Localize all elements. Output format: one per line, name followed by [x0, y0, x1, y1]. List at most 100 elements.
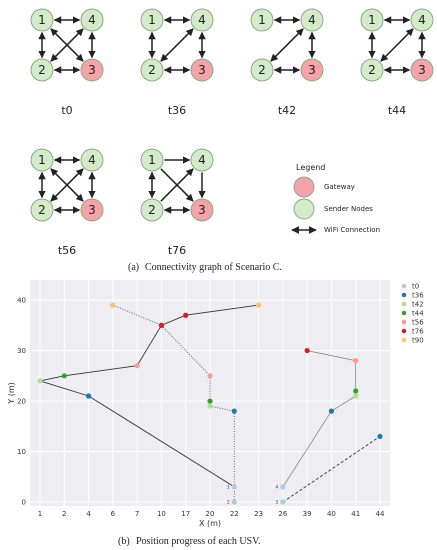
- usv-3-point: [280, 499, 286, 505]
- y-tick-label: 30: [17, 347, 26, 355]
- legend-label-t56: t56: [412, 319, 424, 327]
- usv-1-point: [61, 373, 67, 379]
- node-label: 2: [38, 63, 46, 77]
- sender-node: [30, 58, 54, 82]
- sender-node: [80, 148, 104, 172]
- y-tick-label: 40: [17, 297, 26, 305]
- caption-a-text: Connectivity graph of Scenario C.: [145, 262, 282, 273]
- y-tick-labels: 0 10 20 30 40: [17, 297, 26, 507]
- usv-start-label: 1: [227, 484, 230, 490]
- snapshot-label: t76: [168, 244, 186, 257]
- x-axis-label: X (m): [199, 519, 221, 528]
- wifi-connection-4-2: [160, 28, 194, 62]
- sender-node: [250, 58, 274, 82]
- y-axis-label: Y (m): [7, 382, 16, 404]
- usv-2-point: [207, 403, 213, 409]
- x-tick-label: 20: [206, 510, 215, 518]
- node-label: 3: [88, 203, 96, 217]
- legend-gateway-swatch: [293, 176, 315, 198]
- legend-marker-t36: [401, 292, 407, 298]
- legend-gateway-label: Gateway: [324, 183, 355, 191]
- y-tick-label: 20: [17, 398, 26, 406]
- node-label: 3: [308, 63, 316, 77]
- usv-start-label: 2: [227, 500, 230, 506]
- sender-node: [410, 8, 434, 32]
- node-label: 2: [368, 63, 376, 77]
- legend-label-t76: t76: [412, 328, 424, 336]
- x-tick-label: 22: [230, 510, 239, 518]
- sender-node: [80, 8, 104, 32]
- x-tick-label: 26: [278, 510, 287, 518]
- wifi-connection-4-2: [50, 28, 84, 62]
- graph-snapshot-t56: 1 4 2 3 t56: [30, 148, 104, 257]
- gateway-node: [410, 58, 434, 82]
- usv-labels: 1 2 3 4: [227, 484, 279, 505]
- caption-b-prefix: (b): [118, 536, 130, 547]
- usv-1-point: [231, 484, 237, 490]
- sender-node: [30, 198, 54, 222]
- node-label: 4: [88, 153, 96, 167]
- usv-start-label: 4: [275, 484, 278, 490]
- x-tick-label: 6: [111, 510, 116, 518]
- wifi-connection-4-2: [270, 28, 304, 62]
- sender-node: [140, 198, 164, 222]
- sender-node: [360, 58, 384, 82]
- usv-start-label: 3: [275, 500, 278, 506]
- usv-1-point: [134, 363, 140, 369]
- legend-title: Legend: [296, 163, 325, 172]
- x-tick-label: 4: [86, 510, 91, 518]
- wifi-connection-2-4: [160, 168, 194, 202]
- usv-1-point: [37, 378, 43, 384]
- legend-marker-t56: [401, 319, 407, 325]
- graph-legend: Legend Gateway Sender Nodes WiFi Connect…: [291, 163, 380, 234]
- gateway-node: [190, 58, 214, 82]
- sender-node: [30, 148, 54, 172]
- snapshot-label: t0: [61, 104, 72, 117]
- legend-wifi-label: WiFi Connection: [324, 226, 380, 234]
- wifi-connection-4-2: [50, 168, 84, 202]
- legend-label-t36: t36: [412, 292, 424, 300]
- usv-2-point: [207, 398, 213, 404]
- snapshot-label: t56: [58, 244, 76, 257]
- connectivity-graphs: 1 4 2 3 t0 1 4 2 3 t36 1 4 2 3 t42 1 4 2 3 t44 1 4 2 3 t56 1 4 2 3 t7…: [30, 8, 434, 257]
- usv-1-point: [85, 393, 92, 399]
- sender-node: [30, 8, 54, 32]
- legend-marker-t42: [401, 301, 407, 307]
- usv-4-point: [328, 408, 335, 414]
- legend-sender-swatch: [293, 198, 315, 220]
- usv-2-point: [231, 499, 237, 505]
- x-tick-label: 44: [376, 510, 385, 518]
- legend-label-t42: t42: [412, 301, 424, 309]
- node-label: 1: [148, 13, 156, 27]
- sender-node: [190, 8, 214, 32]
- node-label: 2: [38, 203, 46, 217]
- node-label: 1: [38, 13, 46, 27]
- graph-snapshot-t36: 1 4 2 3 t36: [140, 8, 214, 117]
- sender-node: [140, 58, 164, 82]
- caption-a-prefix: (a): [128, 262, 139, 273]
- usv-points: [37, 302, 383, 505]
- usv-2-point: [207, 373, 213, 379]
- usv-4-point: [353, 393, 359, 399]
- x-tick-label: 39: [303, 510, 312, 518]
- y-tick-label: 0: [22, 499, 26, 507]
- x-tick-label: 17: [181, 510, 190, 518]
- x-tick-label: 40: [327, 510, 336, 518]
- node-label: 3: [198, 63, 206, 77]
- usv-1-point: [255, 302, 262, 308]
- gateway-node: [80, 58, 104, 82]
- x-tick-label: 1: [38, 510, 42, 518]
- usv-4-point: [353, 358, 359, 364]
- legend-marker-t0: [401, 283, 407, 289]
- x-tick-label: 41: [351, 510, 360, 518]
- snapshot-label: t44: [388, 104, 406, 117]
- node-label: 2: [258, 63, 266, 77]
- x-tick-label: 10: [157, 510, 166, 518]
- usv-4-point: [304, 347, 310, 354]
- usv-2-point: [158, 322, 165, 328]
- sender-node: [360, 8, 384, 32]
- node-label: 2: [148, 203, 156, 217]
- sender-node: [140, 8, 164, 32]
